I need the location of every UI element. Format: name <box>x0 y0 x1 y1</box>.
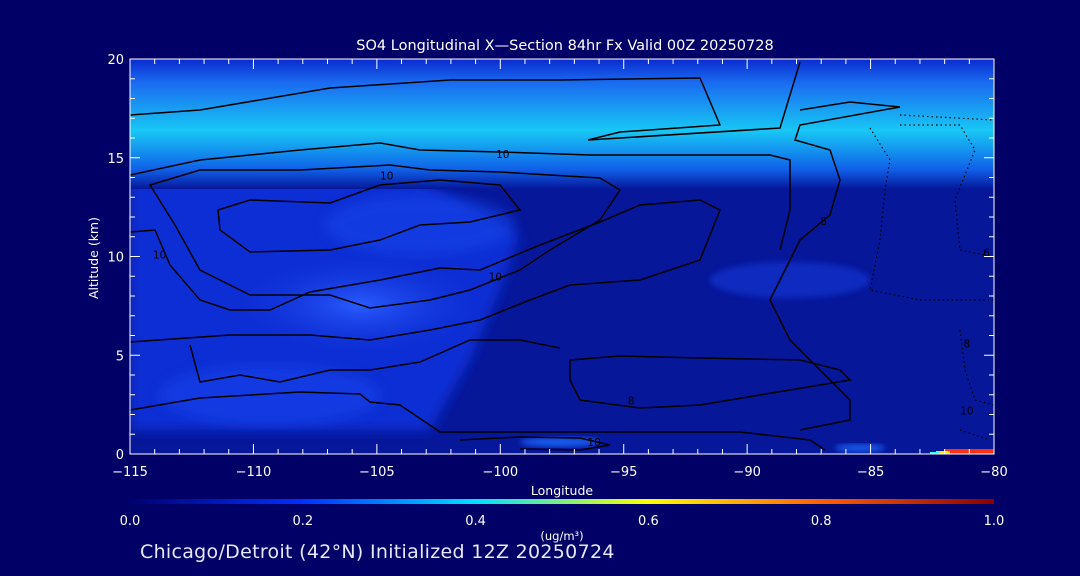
contour-surface-right <box>560 431 826 451</box>
contour-label: 10 <box>496 149 509 161</box>
contour-dotted-1 <box>869 127 994 301</box>
contour-label: 10 <box>960 406 973 418</box>
field-hotspot-yellow <box>936 451 950 454</box>
y-tick-label: 20 <box>107 53 124 68</box>
contour-10-core <box>217 179 522 253</box>
contour-lines <box>130 61 901 451</box>
x-tick-label: −85 <box>857 465 884 480</box>
x-axis-label: Longitude <box>531 483 593 498</box>
colorbar-tick-label: 0.8 <box>811 514 832 529</box>
contour-label: 8 <box>628 396 635 408</box>
contour-label: 6 <box>983 248 990 260</box>
colorbar-tick-label: 0.6 <box>638 514 659 529</box>
x-tick-label: −80 <box>980 465 1007 480</box>
y-tick-label: 0 <box>116 448 124 463</box>
contour-upper-2 <box>769 101 901 431</box>
chart-title: SO4 Longitudinal X—Section 84hr Fx Valid… <box>356 38 773 54</box>
contour-dotted-4 <box>959 329 994 406</box>
colorbar-tick-label: 0.2 <box>292 514 313 529</box>
contour-dotted <box>869 114 994 441</box>
colorbar-tick-label: 1.0 <box>984 514 1005 529</box>
contour-surface-left <box>130 391 560 433</box>
colorbar-tick-label: 0.0 <box>120 514 141 529</box>
contour-dotted-5 <box>959 429 991 441</box>
contour-label: 10 <box>489 271 502 283</box>
field-low-blob <box>160 365 380 425</box>
initialization-caption: Chicago/Detroit (42°N) Initialized 12Z 2… <box>140 541 615 563</box>
x-tick-label: −105 <box>359 465 395 480</box>
x-tick-label: −90 <box>733 465 760 480</box>
contour-surface-low <box>459 436 611 451</box>
contour-10-inner <box>148 164 622 309</box>
contour-label: 8 <box>820 216 827 228</box>
colorbar <box>130 499 994 504</box>
colorbar-tick-label: 0.4 <box>465 514 486 529</box>
y-tick-label: 10 <box>107 251 124 266</box>
field-east-blob <box>710 262 870 298</box>
contour-label: 8 <box>964 338 971 350</box>
contour-8-lower <box>569 355 852 409</box>
y-axis: 0 5 10 15 20 <box>107 53 994 463</box>
colorbar-unit-label: (ug/m³) <box>540 529 583 543</box>
contour-label: 10 <box>380 171 393 183</box>
contour-label: 10 <box>587 437 600 449</box>
contour-10-upper <box>130 142 791 251</box>
contour-dotted-2 <box>900 124 986 256</box>
x-axis: −115 −110 −105 −100 −95 −90 −85 −80 <box>112 59 1008 480</box>
x-tick-label: −115 <box>112 465 148 480</box>
field-hotspot-cyan <box>930 452 940 454</box>
x-tick-label: −95 <box>610 465 637 480</box>
contour-lower-1 <box>189 339 561 383</box>
y-axis-label: Altitude (km) <box>86 217 101 299</box>
y-tick-label: 15 <box>107 152 124 167</box>
field-surface-spot <box>520 437 600 447</box>
colorbar-ticks: 0.0 0.2 0.4 0.6 0.8 1.0 <box>120 514 1005 529</box>
contour-label-layer: 10 10 10 10 8 10 8 6 8 10 <box>153 149 990 449</box>
contour-upper-1 <box>130 61 801 141</box>
contour-label: 10 <box>153 250 166 262</box>
y-tick-label: 5 <box>116 349 124 364</box>
x-tick-label: −100 <box>482 465 518 480</box>
x-tick-label: −110 <box>236 465 272 480</box>
field-surface-spot-2 <box>835 444 885 452</box>
plot-area: 10 10 10 10 8 10 8 6 8 10 <box>130 59 994 454</box>
contour-mid-left <box>130 199 721 343</box>
